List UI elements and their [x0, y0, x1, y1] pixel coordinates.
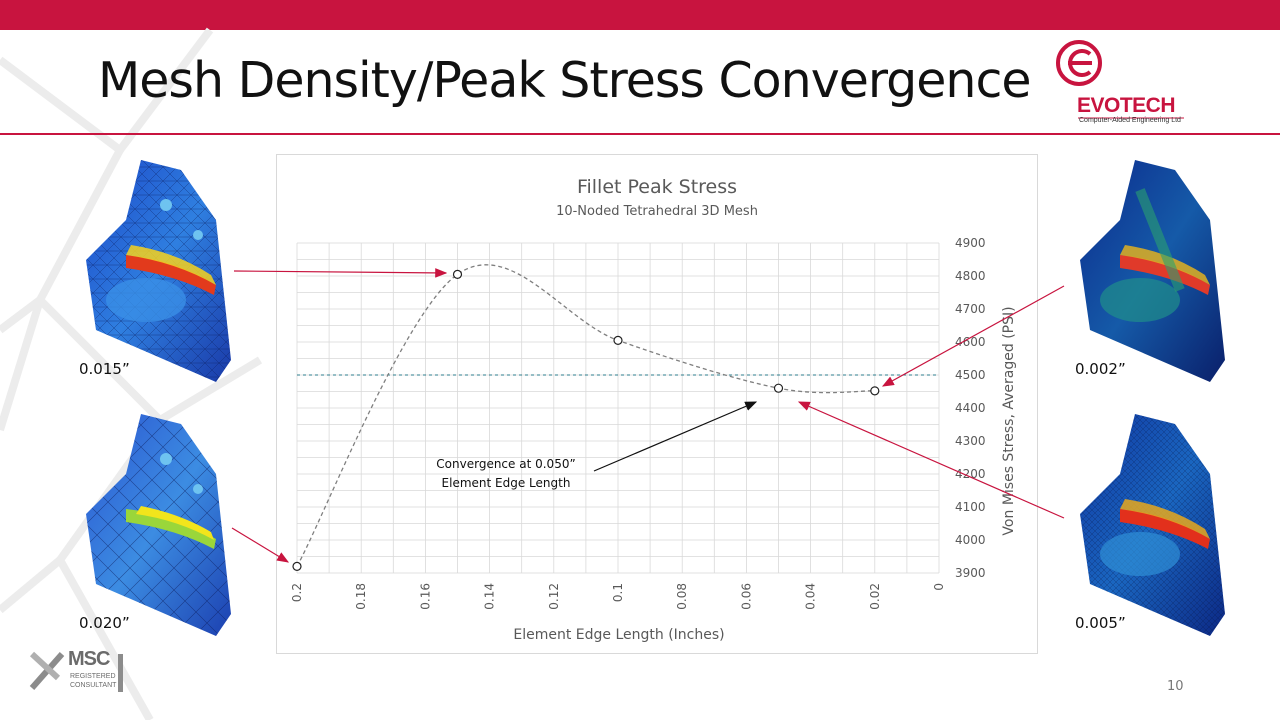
msc-badge-line3: CONSULTANT: [70, 682, 117, 689]
y-tick-label: 4900: [955, 236, 986, 250]
data-point: [613, 335, 623, 345]
data-point: [292, 561, 302, 571]
x-tick-label: 0.12: [547, 583, 561, 610]
top-accent-bar: [0, 0, 1280, 30]
chart-frame: 0.2 0.18 0.16 0.14 0.12 0.1 0.08 0.06 0.04 0.02 0 3…: [276, 154, 1038, 654]
y-tick-label: 4200: [955, 467, 986, 481]
data-point: [870, 386, 880, 396]
logo-tagline: Computer-Aided Engineering Ltd: [1079, 117, 1181, 124]
x-tick-label: 0: [932, 583, 946, 591]
y-axis-title: Von Mises Stress, Averaged (PSI): [1001, 306, 1017, 535]
logo-name: EVOTECH: [1077, 94, 1176, 117]
background-decoration: [0, 27, 263, 720]
mesh-image-0-015: [86, 160, 231, 382]
x-tick-label: 0.16: [418, 583, 432, 610]
chart-title: Fillet Peak Stress: [577, 176, 737, 198]
x-tick-label: 0.02: [868, 583, 882, 610]
y-tick-label: 4500: [955, 368, 986, 382]
y-tick-label: 4700: [955, 302, 986, 316]
data-point: [773, 383, 784, 393]
msc-badge-icon: [29, 651, 123, 692]
x-tick-label: 0.1: [611, 583, 625, 602]
annotation-line-1: Convergence at 0.050”: [436, 457, 575, 471]
mesh-image-0-002: [1080, 160, 1225, 382]
mesh-label-0-020: 0.020”: [79, 614, 130, 632]
y-tick-label: 4800: [955, 269, 986, 283]
chart: 0.2 0.18 0.16 0.14 0.12 0.1 0.08 0.06 0.04 0.02 0 3…: [290, 176, 1017, 643]
title-divider: [0, 133, 1280, 135]
y-tick-label: 4000: [955, 533, 986, 547]
x-tick-label: 0.08: [675, 583, 689, 610]
page-number: 10: [1167, 679, 1184, 694]
x-tick-label: 0.2: [290, 583, 304, 602]
y-tick-label: 4100: [955, 500, 986, 514]
chart-subtitle: 10-Noded Tetrahedral 3D Mesh: [556, 204, 758, 219]
data-point: [452, 269, 463, 279]
x-axis-title: Element Edge Length (Inches): [513, 627, 724, 643]
y-tick-label: 3900: [955, 566, 986, 580]
mesh-label-0-005: 0.005”: [1075, 614, 1126, 632]
msc-badge-title: MSC: [68, 648, 110, 670]
x-tick-label: 0.04: [804, 583, 818, 610]
slide-title: Mesh Density/Peak Stress Convergence: [98, 52, 1032, 109]
evotech-logo-icon: [1056, 40, 1184, 119]
x-tick-label: 0.14: [483, 583, 497, 610]
x-tick-label: 0.06: [739, 583, 753, 610]
y-tick-label: 4600: [955, 335, 986, 349]
y-tick-label: 4300: [955, 434, 986, 448]
mesh-image-0-020: [86, 414, 231, 636]
mesh-image-0-005: [1080, 414, 1225, 636]
msc-badge-line2: REGISTERED: [70, 673, 116, 680]
mesh-label-0-015: 0.015”: [79, 360, 130, 378]
y-tick-label: 4400: [955, 401, 986, 415]
annotation-line-2: Element Edge Length: [442, 476, 571, 490]
x-tick-label: 0.18: [354, 583, 368, 610]
mesh-label-0-002: 0.002”: [1075, 360, 1126, 378]
